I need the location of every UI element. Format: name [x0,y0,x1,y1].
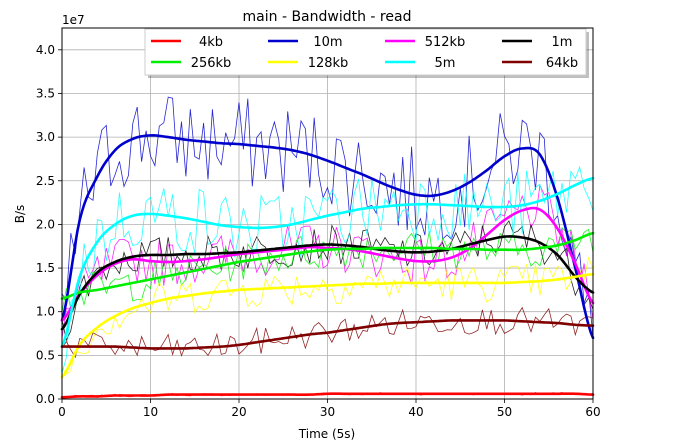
legend-label-256kb: 256kb [191,56,232,71]
series-line-1m [60,235,595,331]
x-tick-label: 40 [408,405,423,419]
x-tick-label: 10 [143,405,158,419]
series-line-512kb [60,206,595,322]
x-axis-label: Time (5s) [298,427,355,441]
series-line-256kb [60,231,595,300]
raw-line-10m [61,96,594,338]
x-tick-label: 50 [497,405,512,419]
y-tick-label: 4.0 [36,43,55,57]
raw-line-128kb [61,256,594,375]
y-tick-label: 3.5 [36,86,55,100]
y-tick-label: 1.5 [36,261,55,275]
raw-line-5m [61,165,594,374]
series-line-64kb [60,319,595,350]
raw-line-1m [61,220,594,342]
x-tick-label: 20 [231,405,246,419]
series-line-4kb [60,392,595,399]
series-line-10m [60,134,595,340]
chart-title: main - Bandwidth - read [243,9,412,25]
y-tick-label: 0.5 [36,348,55,362]
x-tick-label: 0 [58,405,66,419]
legend-label-4kb: 4kb [199,35,223,50]
y-multiplier: 1e7 [62,13,85,27]
legend-label-128kb: 128kb [308,56,349,71]
y-tick-label: 2.0 [36,217,55,231]
legend-label-64kb: 64kb [546,56,578,71]
legend-box [144,28,587,76]
series-line-5m [60,176,595,348]
y-axis-label: B/s [13,205,27,224]
legend: 4kb 10m 512kb 1m 256kb 128kb 5m 64kb [144,28,589,78]
y-tick-label: 2.5 [36,174,55,188]
y-tick-label: 1.0 [36,305,55,319]
legend-label-5m: 5m [435,56,456,71]
legend-label-1m: 1m [552,35,573,50]
x-tick-label: 30 [320,405,335,419]
x-tick-label: 60 [585,405,600,419]
tick-layer: 0 10 20 30 40 50 60 0.0 0.5 1.0 1.5 2.0 2.5 3.0 3.5 4.0 [36,43,601,419]
y-tick-label: 0.0 [36,392,55,406]
legend-label-10m: 10m [313,35,342,50]
y-tick-label: 3.0 [36,130,55,144]
legend-label-512kb: 512kb [425,35,466,50]
series-layer [60,134,595,399]
series-line-128kb [60,272,595,379]
